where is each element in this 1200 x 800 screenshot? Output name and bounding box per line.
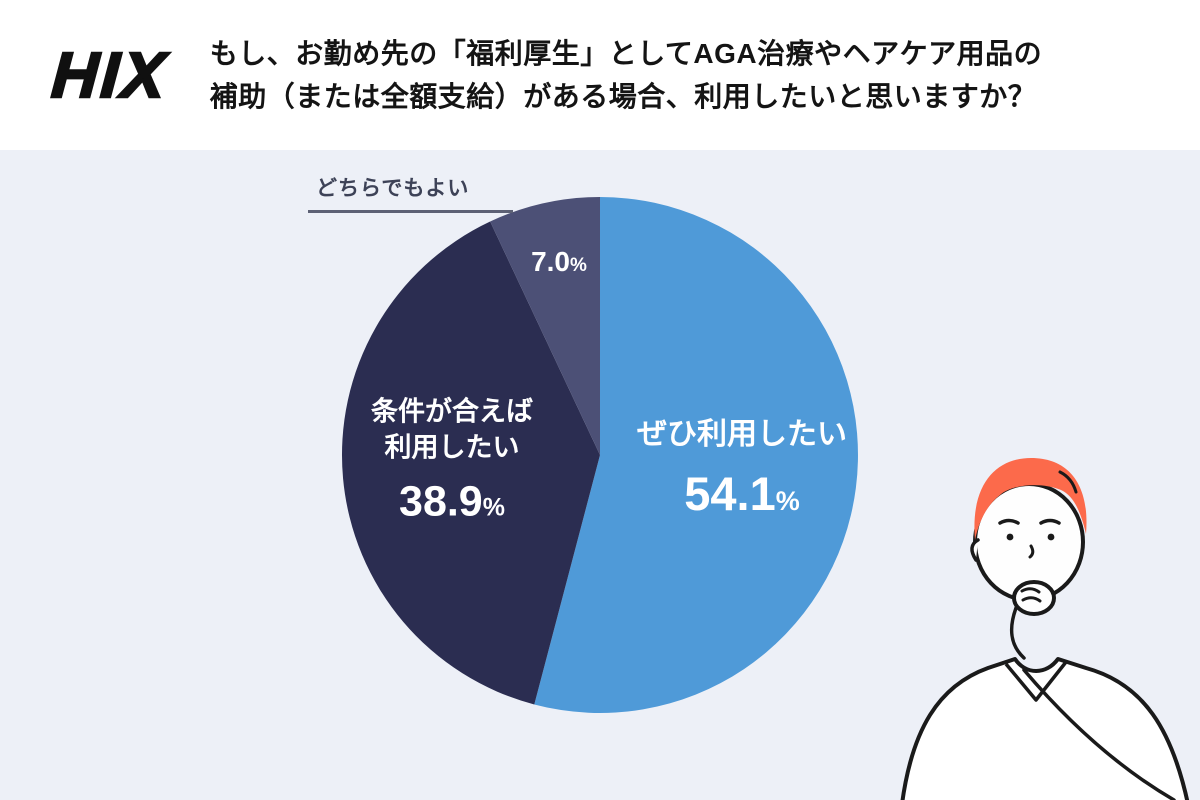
eye-left bbox=[1006, 533, 1014, 541]
header: HIX もし、お勤め先の「福利厚生」としてAGA治療やヘアケア用品の 補助（また… bbox=[0, 0, 1200, 150]
percent-sign: % bbox=[570, 255, 587, 277]
yes-slice-label: ぜひ利用したい 54.1% bbox=[637, 415, 847, 525]
percent-sign: % bbox=[775, 485, 800, 516]
coat-collar bbox=[1004, 660, 1068, 702]
yes-slice-name: ぜひ利用したい bbox=[637, 418, 847, 452]
eyebrow-right bbox=[1039, 518, 1061, 525]
chart-area: どちらでもよい 7.0% ぜひ利用したい 54.1% 条件が合えば 利用したい … bbox=[0, 150, 1200, 800]
pie-slice-conditional bbox=[341, 221, 600, 705]
coat bbox=[900, 657, 1190, 800]
conditional-value: 38.9 bbox=[399, 477, 483, 526]
ear bbox=[970, 538, 980, 562]
question-line-2: 補助（または全額支給）がある場合、利用したいと思いますか？ bbox=[209, 81, 1037, 112]
thinking-man-illustration bbox=[900, 458, 1190, 800]
neutral-callout: どちらでもよい bbox=[308, 172, 513, 213]
eyebrow-left bbox=[998, 518, 1020, 525]
nose bbox=[1028, 544, 1035, 559]
conditional-slice-name-line2: 利用したい bbox=[384, 432, 520, 463]
conditional-value-row: 38.9% bbox=[371, 472, 533, 530]
hair bbox=[974, 458, 1087, 540]
percent-sign: % bbox=[482, 493, 505, 522]
neutral-slice-label: どちらでもよい bbox=[316, 177, 470, 200]
finger-line-1 bbox=[1020, 587, 1041, 594]
hix-logo: HIX bbox=[48, 38, 171, 113]
survey-question: もし、お勤め先の「福利厚生」としてAGA治療やヘアケア用品の 補助（または全額支… bbox=[210, 32, 1042, 119]
neutral-value: 7.0 bbox=[531, 246, 571, 278]
coat-lapel-line bbox=[1022, 668, 1176, 800]
neutral-value-label: 7.0% bbox=[531, 243, 587, 281]
pie-slice-neutral bbox=[490, 197, 600, 455]
finger-line-2 bbox=[1021, 596, 1042, 603]
forearm-line bbox=[1009, 606, 1026, 660]
yes-value: 54.1 bbox=[684, 466, 776, 520]
conditional-slice-label: 条件が合えば 利用したい 38.9% bbox=[371, 394, 533, 531]
question-line-1: もし、お勤め先の「福利厚生」としてAGA治療やヘアケア用品の bbox=[209, 37, 1043, 69]
pie-slice-yes bbox=[534, 197, 858, 713]
hair-strand-line bbox=[1058, 470, 1078, 494]
pie-chart bbox=[340, 195, 860, 715]
yes-value-row: 54.1% bbox=[637, 462, 847, 525]
pie-chart-svg bbox=[341, 197, 858, 713]
conditional-slice-name-line1: 条件が合えば bbox=[371, 396, 533, 427]
eye-right bbox=[1047, 533, 1055, 541]
